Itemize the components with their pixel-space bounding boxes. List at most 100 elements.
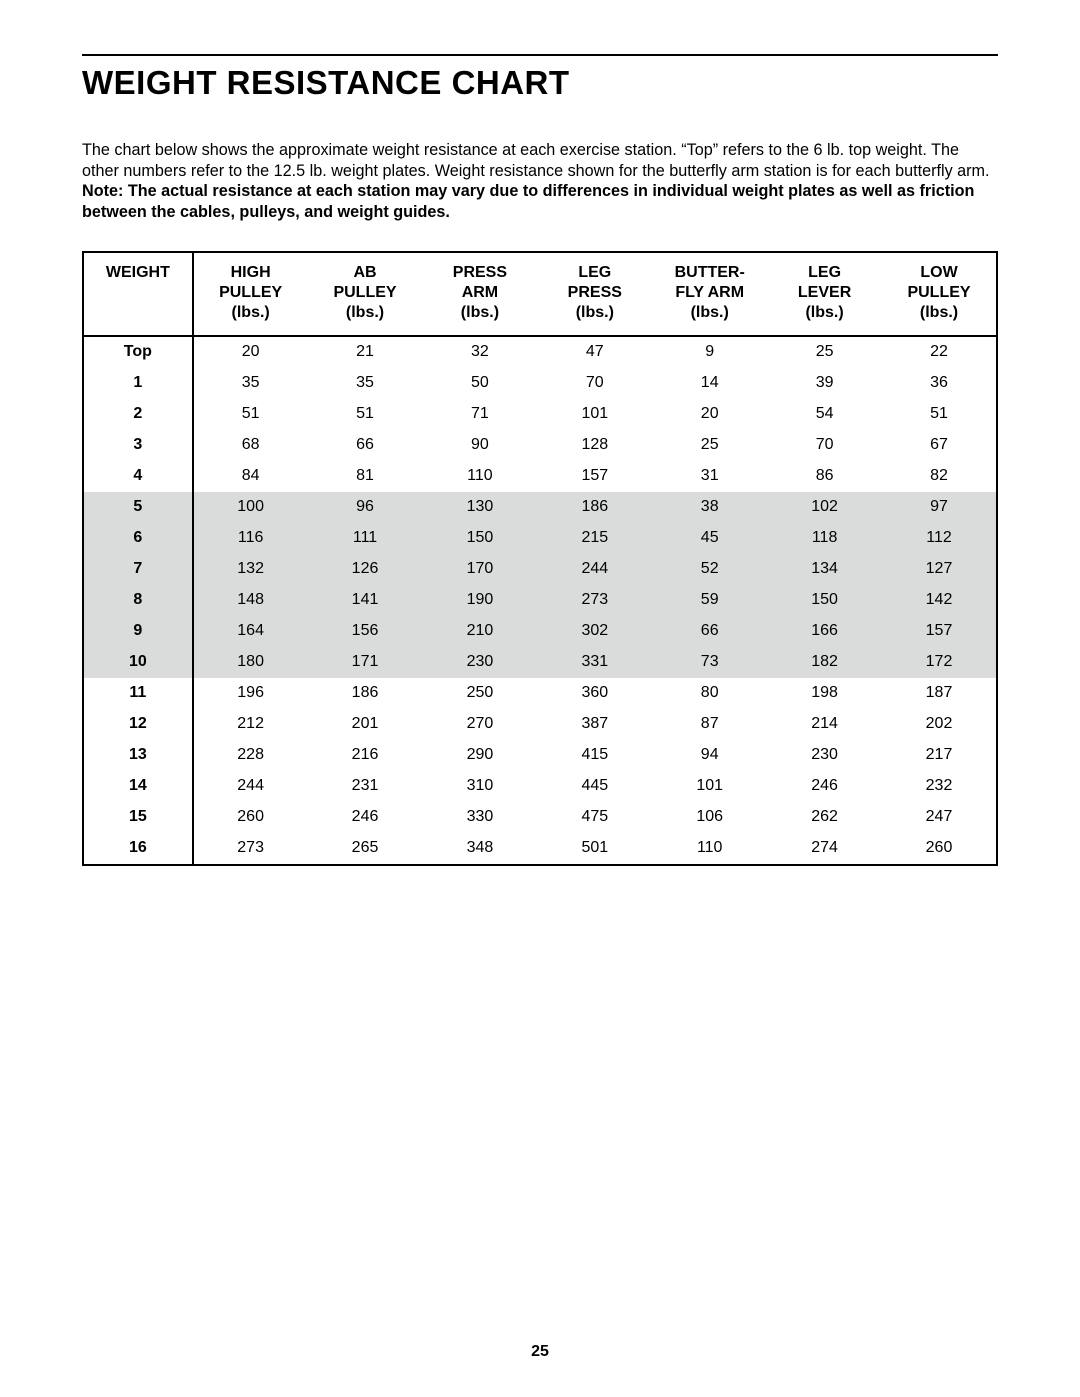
data-cell: 164 [193, 616, 308, 647]
data-cell: 150 [767, 585, 882, 616]
data-cell: 157 [882, 616, 997, 647]
data-cell: 187 [882, 678, 997, 709]
weight-label-cell: 13 [83, 740, 193, 771]
table-header-cell-butterfly: BUTTER-FLY ARM(lbs.) [652, 252, 767, 336]
data-cell: 415 [537, 740, 652, 771]
table-header-cell-low_pulley: LOWPULLEY(lbs.) [882, 252, 997, 336]
data-cell: 101 [652, 771, 767, 802]
page-number: 25 [0, 1343, 1080, 1361]
data-cell: 70 [537, 368, 652, 399]
table-header-cell-ab_pulley: ABPULLEY(lbs.) [308, 252, 423, 336]
table-row: 1018017123033173182172 [83, 647, 997, 678]
data-cell: 127 [882, 554, 997, 585]
data-cell: 387 [537, 709, 652, 740]
data-cell: 166 [767, 616, 882, 647]
data-cell: 112 [882, 523, 997, 554]
data-cell: 51 [193, 399, 308, 430]
data-cell: 54 [767, 399, 882, 430]
data-cell: 201 [308, 709, 423, 740]
data-cell: 216 [308, 740, 423, 771]
data-cell: 202 [882, 709, 997, 740]
data-cell: 116 [193, 523, 308, 554]
page-title: WEIGHT RESISTANCE CHART [82, 64, 998, 102]
weight-label-cell: 1 [83, 368, 193, 399]
data-cell: 244 [537, 554, 652, 585]
data-cell: 130 [422, 492, 537, 523]
weight-label-cell: 15 [83, 802, 193, 833]
table-row: 611611115021545118112 [83, 523, 997, 554]
data-cell: 32 [422, 336, 537, 368]
table-row: 16273265348501110274260 [83, 833, 997, 865]
data-cell: 70 [767, 430, 882, 461]
table-header-row: WEIGHTHIGHPULLEY(lbs.)ABPULLEY(lbs.)PRES… [83, 252, 997, 336]
data-cell: 66 [308, 430, 423, 461]
data-cell: 51 [308, 399, 423, 430]
table-row: 3686690128257067 [83, 430, 997, 461]
data-cell: 100 [193, 492, 308, 523]
weight-label-cell: 8 [83, 585, 193, 616]
data-cell: 50 [422, 368, 537, 399]
data-cell: 80 [652, 678, 767, 709]
data-cell: 81 [308, 461, 423, 492]
table-row: Top2021324792522 [83, 336, 997, 368]
data-cell: 141 [308, 585, 423, 616]
data-cell: 228 [193, 740, 308, 771]
data-cell: 247 [882, 802, 997, 833]
data-cell: 230 [422, 647, 537, 678]
data-cell: 310 [422, 771, 537, 802]
data-cell: 126 [308, 554, 423, 585]
data-cell: 73 [652, 647, 767, 678]
data-cell: 290 [422, 740, 537, 771]
data-cell: 246 [308, 802, 423, 833]
data-cell: 82 [882, 461, 997, 492]
table-header-cell-weight: WEIGHT [83, 252, 193, 336]
data-cell: 67 [882, 430, 997, 461]
header-rule [82, 54, 998, 56]
weight-label-cell: 12 [83, 709, 193, 740]
data-cell: 111 [308, 523, 423, 554]
data-cell: 9 [652, 336, 767, 368]
data-cell: 52 [652, 554, 767, 585]
weight-label-cell: 2 [83, 399, 193, 430]
data-cell: 260 [882, 833, 997, 865]
data-cell: 172 [882, 647, 997, 678]
data-cell: 142 [882, 585, 997, 616]
table-row: 814814119027359150142 [83, 585, 997, 616]
data-cell: 132 [193, 554, 308, 585]
data-cell: 180 [193, 647, 308, 678]
data-cell: 171 [308, 647, 423, 678]
data-cell: 87 [652, 709, 767, 740]
intro-plain-text: The chart below shows the approximate we… [82, 141, 990, 180]
data-cell: 246 [767, 771, 882, 802]
table-row: 14244231310445101246232 [83, 771, 997, 802]
table-header-cell-press_arm: PRESSARM(lbs.) [422, 252, 537, 336]
table-row: 15260246330475106262247 [83, 802, 997, 833]
table-header-cell-high_pulley: HIGHPULLEY(lbs.) [193, 252, 308, 336]
data-cell: 273 [193, 833, 308, 865]
data-cell: 45 [652, 523, 767, 554]
weight-label-cell: Top [83, 336, 193, 368]
weight-label-cell: 16 [83, 833, 193, 865]
data-cell: 182 [767, 647, 882, 678]
table-row: 1322821629041594230217 [83, 740, 997, 771]
data-cell: 102 [767, 492, 882, 523]
data-cell: 128 [537, 430, 652, 461]
weight-label-cell: 3 [83, 430, 193, 461]
data-cell: 186 [308, 678, 423, 709]
data-cell: 68 [193, 430, 308, 461]
data-cell: 265 [308, 833, 423, 865]
data-cell: 274 [767, 833, 882, 865]
data-cell: 186 [537, 492, 652, 523]
data-cell: 36 [882, 368, 997, 399]
data-cell: 47 [537, 336, 652, 368]
weight-label-cell: 10 [83, 647, 193, 678]
data-cell: 250 [422, 678, 537, 709]
data-cell: 348 [422, 833, 537, 865]
data-cell: 118 [767, 523, 882, 554]
intro-paragraph: The chart below shows the approximate we… [82, 140, 998, 223]
data-cell: 84 [193, 461, 308, 492]
data-cell: 20 [652, 399, 767, 430]
data-cell: 190 [422, 585, 537, 616]
data-cell: 331 [537, 647, 652, 678]
data-cell: 244 [193, 771, 308, 802]
